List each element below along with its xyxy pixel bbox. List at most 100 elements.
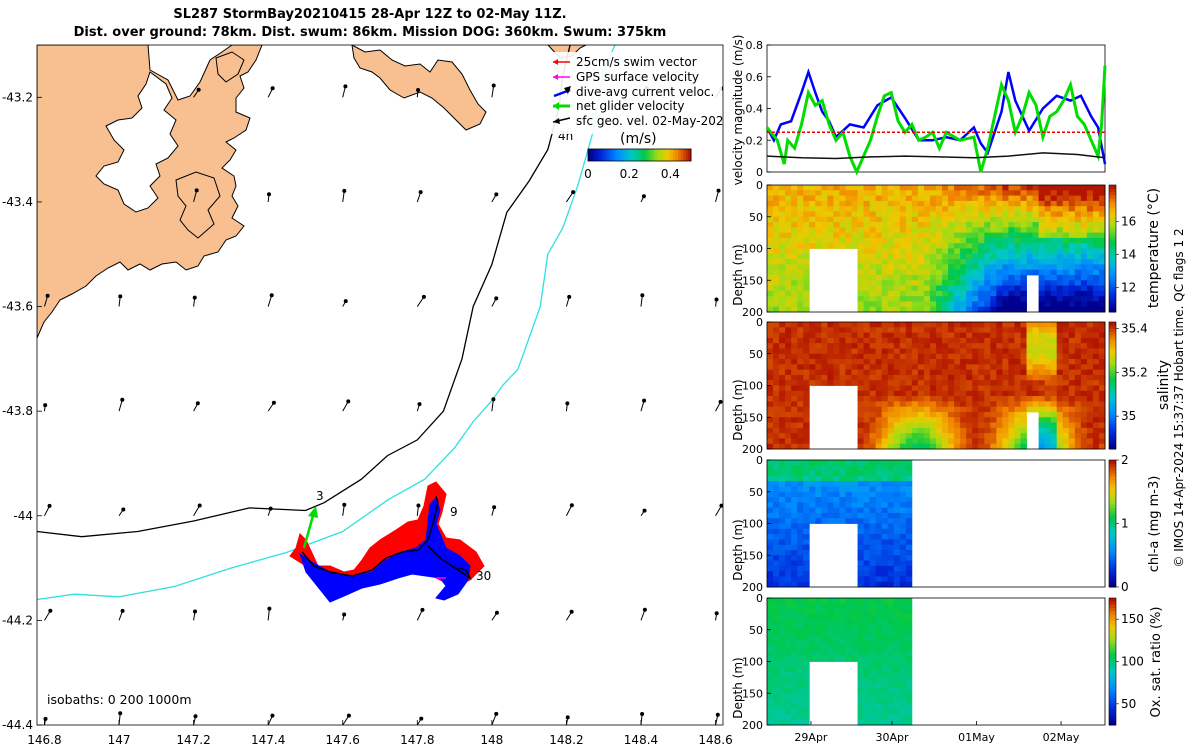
section-cell: [875, 687, 883, 694]
section-cell: [773, 232, 780, 239]
section-cell: [929, 438, 937, 445]
section-cell: [1080, 232, 1088, 239]
section-cell: [954, 348, 961, 355]
section-cell: [863, 390, 871, 397]
section-colorbar-cell: [1109, 185, 1116, 189]
section-cell: [905, 232, 913, 239]
section-cell: [917, 280, 925, 286]
section-cell: [1044, 264, 1052, 271]
section-cell: [1068, 285, 1076, 292]
section-cell: [917, 296, 925, 302]
section-cell: [773, 523, 780, 530]
section-cell: [767, 401, 774, 408]
section-cell: [785, 243, 792, 249]
section-cell: [887, 518, 895, 524]
section-cell: [893, 269, 901, 276]
section-cell: [1008, 343, 1015, 349]
section-cell: [887, 364, 895, 371]
vector-arrowhead: [416, 503, 421, 508]
section-cell: [1014, 306, 1021, 313]
section-cell: [767, 539, 774, 546]
section-cell: [1044, 285, 1052, 292]
section-cell: [899, 401, 907, 408]
section-cell: [966, 285, 973, 292]
section-cell: [881, 222, 889, 228]
section-cell: [929, 406, 937, 413]
section-cell: [839, 629, 846, 636]
section-cell: [1074, 374, 1082, 381]
section-cell: [923, 427, 931, 434]
section-cell: [942, 200, 949, 207]
section-cell: [839, 624, 846, 631]
section-cell: [803, 565, 810, 572]
section-cell: [833, 656, 840, 662]
section-cell: [1080, 337, 1088, 344]
section-cell: [1092, 285, 1100, 292]
section-cell: [893, 443, 901, 450]
section-cell: [881, 645, 889, 652]
section-colorbar-cell: [1109, 472, 1116, 477]
section-cell: [990, 280, 997, 286]
section-cell: [875, 348, 883, 355]
section-cell: [1050, 364, 1058, 371]
section-cell: [803, 385, 810, 392]
section-cell: [887, 470, 895, 477]
section-cell: [881, 406, 889, 413]
section-cell: [833, 222, 840, 228]
section-cell: [851, 603, 858, 609]
section-cell: [899, 502, 907, 509]
section-cell: [923, 274, 931, 281]
vector-arrowhead: [714, 297, 719, 302]
section-cell: [972, 259, 979, 265]
section-cell: [1092, 385, 1100, 392]
vector-arrowhead: [719, 503, 723, 508]
section-cell: [1008, 406, 1015, 413]
section-cell: [1050, 290, 1058, 297]
section-cell: [845, 481, 852, 487]
section-cell: [1092, 190, 1100, 196]
section-colorbar-cell: [1109, 433, 1116, 437]
section-cell: [1074, 216, 1082, 223]
section-cell: [869, 507, 877, 514]
section-cell: [887, 422, 895, 429]
section-cell: [785, 703, 792, 710]
section-cell: [821, 603, 828, 609]
section-cell: [1080, 206, 1088, 212]
section-cell: [1020, 374, 1027, 381]
section-cell: [881, 624, 889, 631]
section-cell: [996, 301, 1003, 308]
section-cell: [863, 348, 871, 355]
section-cell: [779, 290, 786, 297]
section-cell: [815, 598, 822, 604]
section-cell: [815, 518, 822, 524]
net-glider-track-line: [301, 495, 439, 577]
section-cell: [815, 353, 822, 360]
section-cell: [1002, 343, 1009, 349]
section-cell: [942, 422, 949, 429]
section-cell: [803, 259, 810, 265]
section-cell: [899, 237, 907, 244]
section-cell: [875, 232, 883, 239]
section-cell: [797, 322, 804, 328]
section-colorbar-cell: [1109, 636, 1116, 640]
section-cell: [1092, 406, 1100, 413]
section-cell: [881, 433, 889, 439]
section-cell: [905, 534, 913, 540]
section-cell: [881, 190, 889, 196]
section-cell: [936, 232, 943, 239]
section-cell: [845, 491, 852, 498]
section-cell: [996, 380, 1003, 386]
section-cell: [773, 677, 780, 684]
section-cell: [881, 385, 889, 392]
section-colorbar-frame: [1108, 184, 1117, 313]
section-cell: [978, 243, 985, 249]
section-cell: [960, 401, 967, 408]
section-cell: [869, 296, 877, 302]
vector-arrowhead: [569, 503, 574, 508]
section-cell: [899, 195, 907, 202]
section-cell: [1074, 369, 1082, 376]
section-cell: [1056, 332, 1064, 339]
section-colorbar-cell: [1109, 629, 1116, 634]
section-cell: [797, 656, 804, 662]
